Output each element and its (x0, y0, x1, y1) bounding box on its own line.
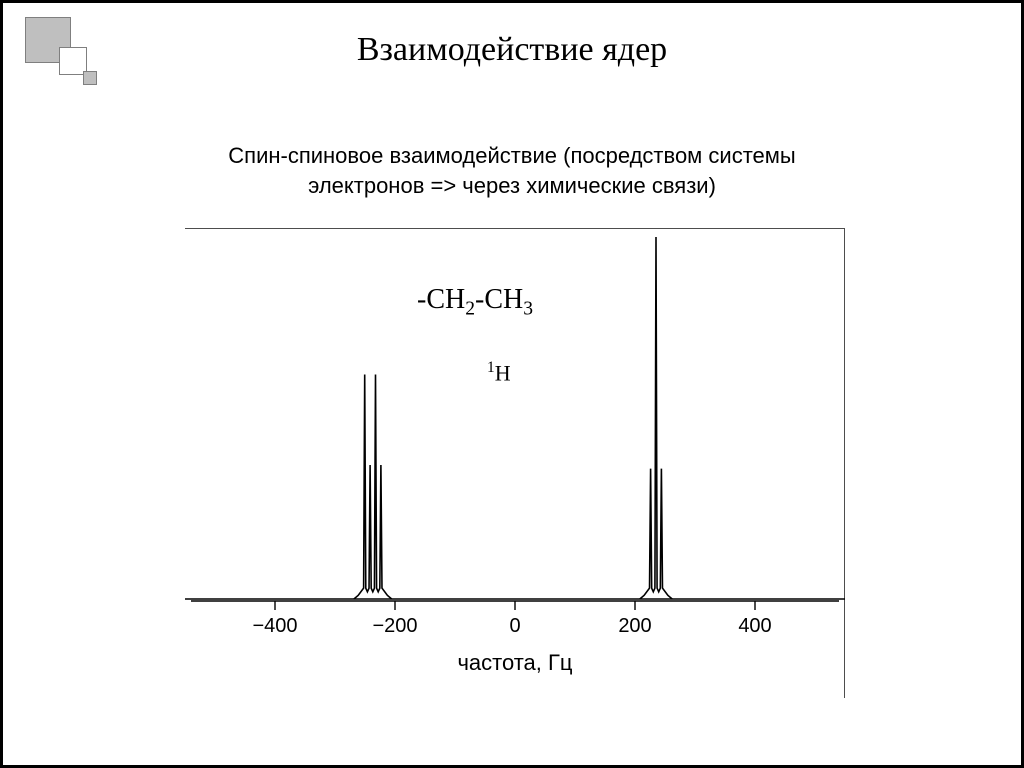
svg-text:0: 0 (509, 615, 520, 637)
svg-text:−400: −400 (252, 615, 297, 637)
svg-text:400: 400 (738, 615, 771, 637)
molecule-label: -CH2-CH3 (417, 284, 533, 321)
subtitle-line2: электронов => через химические связи) (308, 173, 716, 198)
subtitle-line1: Спин-спиновое взаимодействие (посредство… (228, 143, 795, 168)
slide-title: Взаимодействие ядер (3, 31, 1021, 69)
slide-subtitle: Спин-спиновое взаимодействие (посредство… (3, 141, 1021, 200)
svg-text:частота, Гц: частота, Гц (457, 650, 572, 675)
nmr-spectrum-chart: −400 −200 0 200 400 частота, Гц -CH2-CH3 1H (185, 228, 845, 698)
svg-text:−200: −200 (372, 615, 417, 637)
square-small (83, 71, 97, 85)
svg-text:200: 200 (618, 615, 651, 637)
nucleus-label: 1H (487, 359, 511, 386)
slide-root: Взаимодействие ядер Спин-спиновое взаимо… (0, 0, 1024, 768)
